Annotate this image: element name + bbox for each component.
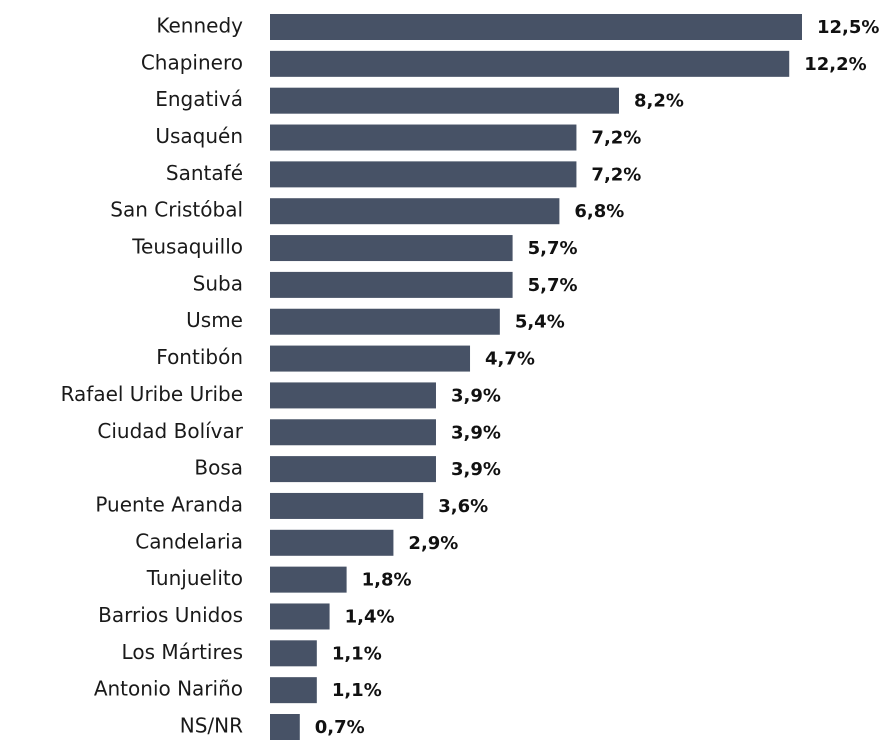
value-label: 6,8% — [574, 201, 624, 222]
category-label: Fontibón — [156, 345, 243, 369]
value-label: 4,7% — [485, 349, 535, 370]
category-label: Usme — [186, 308, 243, 332]
category-label: Santafé — [166, 161, 243, 185]
category-label: Engativá — [155, 87, 243, 111]
bar — [270, 456, 436, 483]
category-label: San Cristóbal — [110, 198, 243, 222]
bar — [270, 529, 394, 556]
value-label: 0,7% — [315, 717, 365, 738]
value-label: 7,2% — [591, 164, 641, 185]
value-label: 3,9% — [451, 385, 501, 406]
bar — [270, 50, 790, 77]
value-label: 5,7% — [528, 238, 578, 259]
category-label: NS/NR — [180, 714, 243, 738]
bar — [270, 271, 513, 298]
category-label: Usaquén — [155, 124, 243, 148]
value-label: 12,5% — [817, 17, 879, 38]
bar — [270, 640, 317, 667]
category-label: Puente Aranda — [95, 492, 243, 516]
category-label: Suba — [193, 271, 243, 295]
bar — [270, 492, 424, 519]
category-label: Kennedy — [156, 14, 243, 38]
category-label: Candelaria — [135, 529, 243, 553]
value-label: 5,4% — [515, 312, 565, 333]
bar — [270, 382, 436, 409]
bar — [270, 345, 471, 372]
bar — [270, 566, 347, 593]
category-label: Chapinero — [141, 50, 243, 74]
bar — [270, 308, 500, 335]
bar — [270, 714, 300, 740]
category-label: Rafael Uribe Uribe — [61, 382, 243, 406]
value-label: 1,1% — [332, 680, 382, 701]
category-label: Tunjuelito — [146, 566, 243, 590]
bar — [270, 198, 560, 225]
bar — [270, 235, 513, 262]
bar — [270, 14, 802, 40]
category-label: Teusaquillo — [131, 235, 243, 259]
bar — [270, 419, 436, 446]
category-label: Bosa — [194, 456, 243, 480]
value-label: 3,9% — [451, 459, 501, 480]
category-label: Barrios Unidos — [98, 603, 243, 627]
bar — [270, 124, 577, 151]
value-label: 7,2% — [591, 128, 641, 149]
bar — [270, 677, 317, 704]
value-label: 5,7% — [528, 275, 578, 296]
value-label: 3,6% — [438, 496, 488, 517]
value-label: 3,9% — [451, 422, 501, 443]
bar — [270, 161, 577, 188]
category-label: Ciudad Bolívar — [97, 419, 243, 443]
category-label: Los Mártires — [122, 640, 243, 664]
bar — [270, 87, 619, 114]
value-label: 8,2% — [634, 91, 684, 112]
category-label: Antonio Nariño — [94, 677, 243, 701]
value-label: 1,8% — [362, 570, 412, 591]
value-label: 1,4% — [345, 606, 395, 627]
value-label: 12,2% — [804, 54, 866, 75]
value-label: 1,1% — [332, 643, 382, 664]
bar — [270, 603, 330, 630]
value-label: 2,9% — [408, 533, 458, 554]
